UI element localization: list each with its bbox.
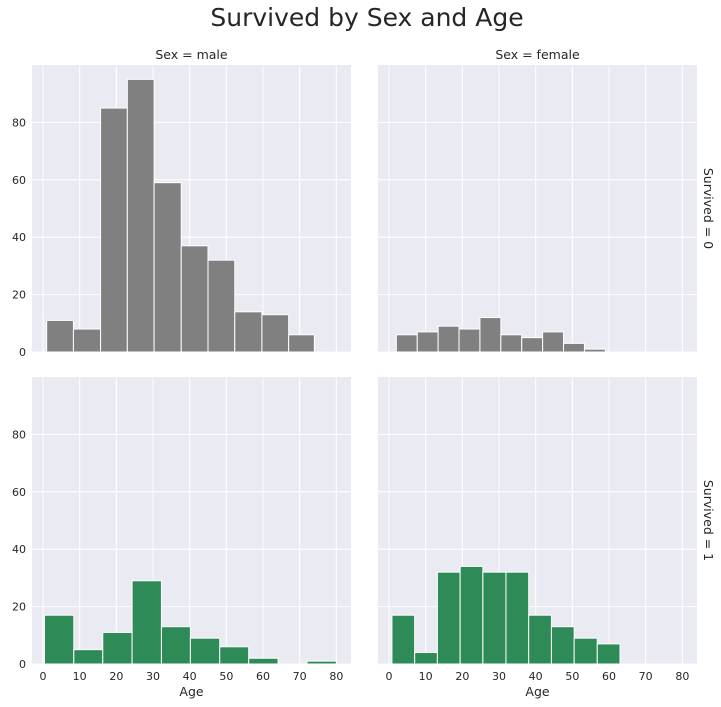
y-tick-label: 20 bbox=[12, 289, 26, 302]
panel-background bbox=[378, 65, 697, 352]
histogram-bar bbox=[391, 614, 416, 665]
x-tick-label: 70 bbox=[639, 670, 653, 683]
histogram-bar bbox=[542, 331, 565, 353]
panel-sex-male-survived-0: 0 20 40 60 80 bbox=[12, 65, 351, 359]
histogram-bar bbox=[189, 637, 221, 665]
x-tick-label: 30 bbox=[146, 670, 160, 683]
x-tick-label: 20 bbox=[109, 670, 123, 683]
x-tick-label: 40 bbox=[183, 670, 197, 683]
histogram-bar bbox=[207, 259, 236, 353]
x-tick-label: 0 bbox=[386, 670, 393, 683]
histogram-bar bbox=[248, 657, 279, 665]
histogram-bar bbox=[416, 331, 439, 353]
histogram-bar bbox=[306, 660, 337, 665]
histogram-bar bbox=[521, 337, 544, 353]
histogram-bar bbox=[73, 649, 104, 665]
y-tick-label: 40 bbox=[12, 231, 26, 244]
histogram-bar bbox=[437, 325, 460, 353]
row-title-survived-1: Survived = 1 bbox=[701, 480, 716, 561]
histogram-bar bbox=[261, 314, 290, 353]
x-tick-label: 10 bbox=[419, 670, 433, 683]
histogram-bar bbox=[395, 334, 418, 353]
histogram-bar bbox=[482, 571, 507, 665]
histogram-bar bbox=[126, 78, 155, 353]
y-tick-label: 80 bbox=[12, 428, 26, 441]
histogram-bar bbox=[459, 565, 484, 665]
x-tick-label: 40 bbox=[529, 670, 543, 683]
histogram-bar bbox=[414, 652, 438, 665]
histogram-bar bbox=[458, 328, 481, 353]
histogram-bar bbox=[505, 571, 530, 665]
x-axis-label: Age bbox=[525, 684, 549, 699]
x-tick-label: 60 bbox=[256, 670, 270, 683]
x-tick-label: 50 bbox=[565, 670, 579, 683]
panels-group: Sex = male Sex = female Survived = 0 Surviv… bbox=[12, 47, 716, 699]
histogram-bar bbox=[583, 348, 606, 353]
panel-sex-male-survived-1: 0 20 40 60 80 0 10 20 30 40 50 60 70 80 Age bbox=[12, 377, 351, 699]
histogram-bar bbox=[219, 646, 250, 665]
y-tick-label: 60 bbox=[12, 486, 26, 499]
x-tick-label: 30 bbox=[492, 670, 506, 683]
histogram-bar bbox=[288, 334, 315, 353]
y-tick-label: 60 bbox=[12, 174, 26, 187]
histogram-bar bbox=[596, 643, 621, 665]
chart-title: Survived by Sex and Age bbox=[210, 3, 523, 32]
column-title-sex-male: Sex = male bbox=[155, 47, 228, 62]
x-tick-label: 60 bbox=[602, 670, 616, 683]
histogram-bar bbox=[563, 342, 585, 353]
y-tick-label: 20 bbox=[12, 601, 26, 614]
histogram-bar bbox=[153, 182, 182, 353]
histogram-bar bbox=[234, 311, 263, 353]
histogram-bar bbox=[500, 334, 523, 353]
x-axis-label: Age bbox=[179, 684, 203, 699]
x-tick-label: 50 bbox=[219, 670, 233, 683]
histogram-bar bbox=[46, 319, 74, 353]
panel-sex-female-survived-1: 0 10 20 30 40 50 60 70 80 Age bbox=[378, 377, 697, 699]
panel-sex-female-survived-0 bbox=[378, 65, 697, 353]
column-title-sex-female: Sex = female bbox=[495, 47, 580, 62]
histogram-bar bbox=[528, 614, 552, 665]
histogram-bar bbox=[43, 614, 75, 665]
y-tick-label: 0 bbox=[19, 346, 26, 359]
x-tick-label: 80 bbox=[329, 670, 343, 683]
x-tick-label: 10 bbox=[73, 670, 87, 683]
histogram-bar bbox=[131, 580, 162, 665]
histogram-bar bbox=[573, 637, 598, 665]
y-tick-label: 0 bbox=[19, 658, 26, 671]
histogram-bar bbox=[479, 317, 502, 353]
x-tick-label: 70 bbox=[293, 670, 307, 683]
histogram-bar bbox=[102, 631, 133, 665]
x-tick-label: 0 bbox=[40, 670, 47, 683]
y-tick-label: 80 bbox=[12, 116, 26, 129]
histogram-bar bbox=[436, 571, 461, 665]
histogram-bar bbox=[160, 626, 191, 665]
histogram-bar bbox=[180, 245, 209, 353]
histogram-bar bbox=[550, 626, 575, 665]
histogram-bar bbox=[100, 107, 128, 353]
row-title-survived-0: Survived = 0 bbox=[701, 168, 716, 249]
x-tick-label: 20 bbox=[455, 670, 469, 683]
y-tick-label: 40 bbox=[12, 543, 26, 556]
x-tick-label: 80 bbox=[675, 670, 689, 683]
panel-background bbox=[32, 377, 351, 664]
histogram-bar bbox=[72, 328, 102, 353]
